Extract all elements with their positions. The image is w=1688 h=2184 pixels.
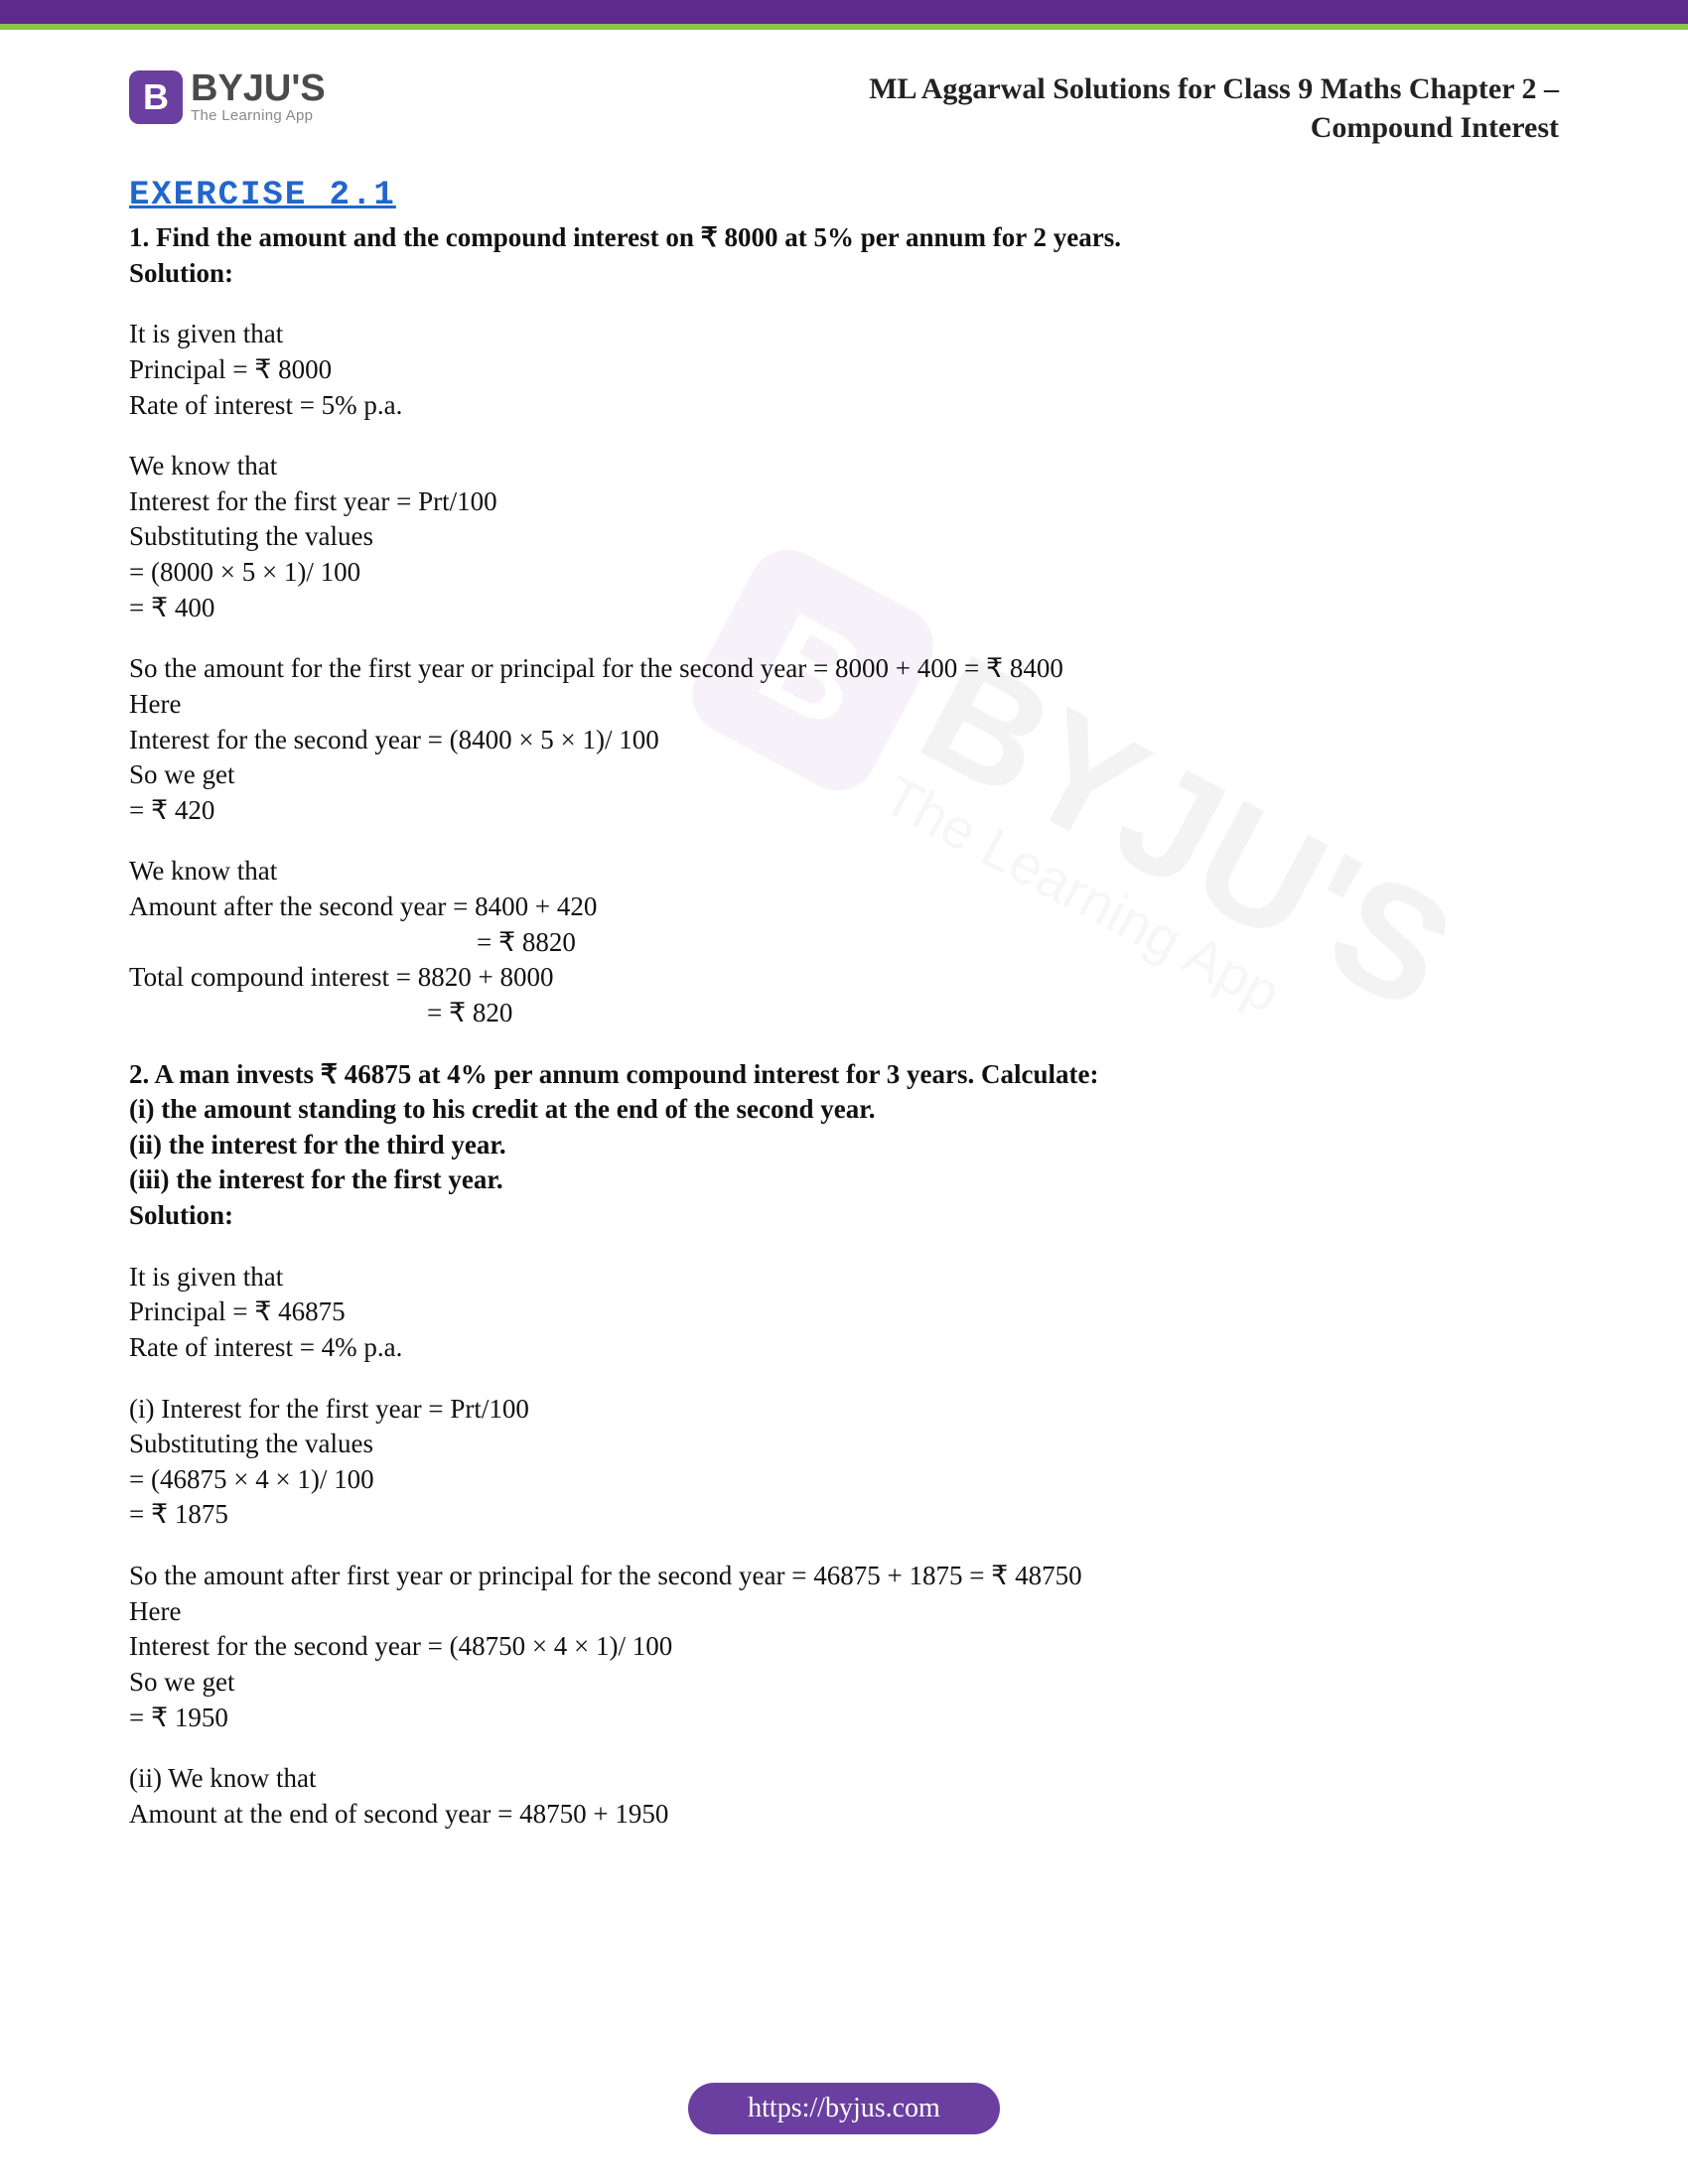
header: B BYJU'S The Learning App ML Aggarwal So… [129, 69, 1559, 147]
text-line: = (46875 × 4 × 1)/ 100 [129, 1462, 1559, 1498]
text-line: Principal = ₹ 46875 [129, 1295, 1559, 1330]
text-line: It is given that [129, 317, 1559, 352]
text-line: Amount at the end of second year = 48750… [129, 1797, 1559, 1833]
text-line: = ₹ 1950 [129, 1701, 1559, 1736]
text-line: = ₹ 8820 [129, 925, 1559, 961]
text-line: Rate of interest = 5% p.a. [129, 388, 1559, 424]
logo: B BYJU'S The Learning App [129, 69, 326, 124]
text-line: Interest for the second year = (8400 × 5… [129, 723, 1559, 758]
q1-title: 1. Find the amount and the compound inte… [129, 220, 1559, 256]
solution-label: Solution: [129, 1198, 1559, 1234]
text-line: (ii) We know that [129, 1761, 1559, 1797]
text-line: = (8000 × 5 × 1)/ 100 [129, 555, 1559, 591]
text-line: Here [129, 1594, 1559, 1630]
q2-part-i: (i) the amount standing to his credit at… [129, 1092, 1559, 1128]
text-line: Rate of interest = 4% p.a. [129, 1330, 1559, 1366]
text-line: (i) Interest for the first year = Prt/10… [129, 1392, 1559, 1428]
logo-sub-text: The Learning App [191, 107, 326, 124]
text-line: So the amount after first year or princi… [129, 1559, 1559, 1594]
text-line: = ₹ 420 [129, 793, 1559, 829]
footer-url[interactable]: https://byjus.com [688, 2083, 1000, 2134]
content-body: 1. Find the amount and the compound inte… [129, 220, 1559, 1832]
solution-label: Solution: [129, 256, 1559, 292]
text-line: Principal = ₹ 8000 [129, 352, 1559, 388]
text-line: Amount after the second year = 8400 + 42… [129, 889, 1559, 925]
document-title-line1: ML Aggarwal Solutions for Class 9 Maths … [869, 69, 1559, 108]
text-line: Substituting the values [129, 1427, 1559, 1462]
text-line: Interest for the second year = (48750 × … [129, 1629, 1559, 1665]
text-line: So the amount for the first year or prin… [129, 651, 1559, 687]
top-purple-bar [0, 0, 1688, 24]
text-line: We know that [129, 854, 1559, 889]
text-line: So we get [129, 1665, 1559, 1701]
text-line: Substituting the values [129, 519, 1559, 555]
text-line: Here [129, 687, 1559, 723]
text-line: = ₹ 820 [129, 996, 1559, 1031]
q2-title: 2. A man invests ₹ 46875 at 4% per annum… [129, 1057, 1559, 1093]
exercise-heading: EXERCISE 2.1 [129, 177, 1559, 214]
logo-badge-icon: B [129, 70, 183, 124]
q2-part-iii: (iii) the interest for the first year. [129, 1162, 1559, 1198]
document-title: ML Aggarwal Solutions for Class 9 Maths … [869, 69, 1559, 147]
text-line: Total compound interest = 8820 + 8000 [129, 960, 1559, 996]
text-line: = ₹ 400 [129, 591, 1559, 626]
text-line: We know that [129, 449, 1559, 484]
text-line: = ₹ 1875 [129, 1497, 1559, 1533]
text-line: It is given that [129, 1260, 1559, 1296]
logo-main-text: BYJU'S [191, 69, 326, 107]
document-title-line2: Compound Interest [869, 108, 1559, 147]
q2-part-ii: (ii) the interest for the third year. [129, 1128, 1559, 1163]
text-line: Interest for the first year = Prt/100 [129, 484, 1559, 520]
footer: https://byjus.com [0, 2083, 1688, 2134]
text-line: So we get [129, 757, 1559, 793]
